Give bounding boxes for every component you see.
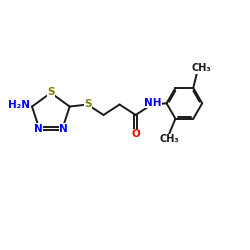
Text: S: S <box>84 99 92 109</box>
Text: O: O <box>131 129 140 139</box>
Text: NH: NH <box>144 98 161 108</box>
Text: CH₃: CH₃ <box>192 63 211 73</box>
Text: CH₃: CH₃ <box>160 134 179 144</box>
Text: S: S <box>47 87 54 97</box>
Text: N: N <box>59 124 68 134</box>
Text: N: N <box>34 124 42 134</box>
Text: H₂N: H₂N <box>8 100 30 110</box>
